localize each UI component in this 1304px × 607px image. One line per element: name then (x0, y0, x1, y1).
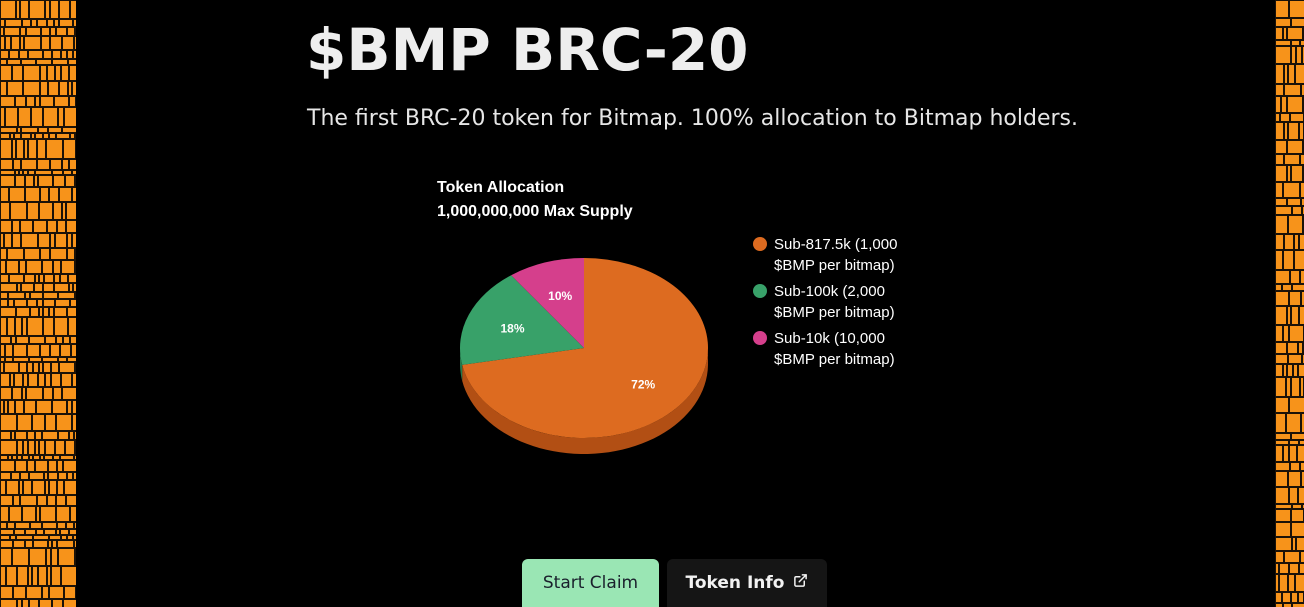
pie-data-label: 10% (548, 289, 572, 303)
bitmap-mosaic-left (0, 0, 76, 607)
page-subtitle: The first BRC-20 token for Bitmap. 100% … (307, 106, 1078, 131)
pie-slice-side (462, 349, 708, 454)
pie-slice (460, 275, 584, 365)
start-claim-button[interactable]: Start Claim (522, 559, 659, 607)
pie-data-label: 72% (631, 378, 655, 392)
token-info-label: Token Info (685, 573, 785, 593)
legend-label: $BMP per bitmap) (774, 351, 895, 368)
token-info-button[interactable]: Token Info (667, 559, 827, 607)
bitmap-mosaic-right (1275, 0, 1304, 607)
external-link-icon (793, 573, 808, 593)
legend-label: Sub-100k (2,000 (774, 283, 885, 300)
legend-label: $BMP per bitmap) (774, 257, 895, 274)
token-allocation-chart: Token Allocation 1,000,000,000 Max Supply… (420, 168, 940, 488)
legend-label: Sub-10k (10,000 (774, 330, 885, 347)
chart-title: Token Allocation (437, 179, 564, 196)
legend-label: $BMP per bitmap) (774, 304, 895, 321)
start-claim-label: Start Claim (542, 573, 639, 593)
pie-data-label: 18% (500, 322, 524, 336)
legend-swatch (753, 331, 767, 345)
chart-subtitle: 1,000,000,000 Max Supply (437, 203, 633, 220)
pie-slice (511, 258, 584, 348)
legend-swatch (753, 284, 767, 298)
pie-slice (462, 258, 709, 438)
legend-swatch (753, 237, 767, 251)
page-title: $BMP BRC-20 (306, 16, 749, 84)
legend-label: Sub-817.5k (1,000 (774, 236, 897, 253)
pie-slice-side (460, 348, 463, 381)
